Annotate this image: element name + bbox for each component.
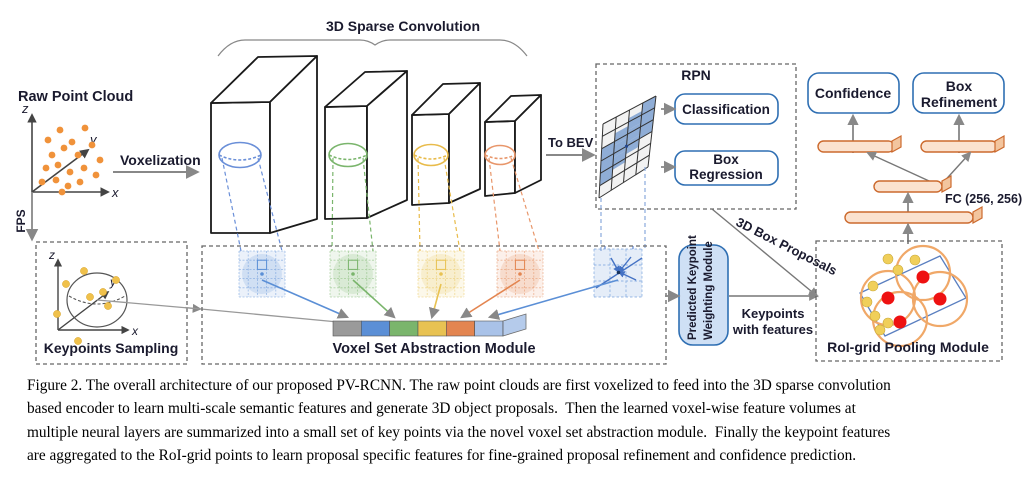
svg-text:with features: with features xyxy=(732,322,813,337)
svg-text:FC (256, 256): FC (256, 256) xyxy=(945,192,1022,206)
svg-text:Raw Point Cloud: Raw Point Cloud xyxy=(18,89,133,105)
svg-text:Box: Box xyxy=(713,152,739,167)
svg-text:Keypoints Sampling: Keypoints Sampling xyxy=(44,340,179,356)
svg-text:To BEV: To BEV xyxy=(548,135,594,150)
svg-text:RPN: RPN xyxy=(681,67,711,83)
svg-text:x: x xyxy=(111,185,119,200)
svg-text:FPS: FPS xyxy=(14,209,28,232)
svg-text:z: z xyxy=(48,248,55,262)
svg-text:Box: Box xyxy=(946,78,973,94)
svg-text:Classification: Classification xyxy=(682,102,770,117)
svg-text:Weighting Module: Weighting Module xyxy=(703,241,715,340)
svg-text:Keypoints: Keypoints xyxy=(742,306,805,321)
svg-text:Predicted Keypoint: Predicted Keypoint xyxy=(687,235,699,340)
svg-text:3D Sparse Convolution: 3D Sparse Convolution xyxy=(326,18,480,34)
svg-text:RoI-grid Pooling Module: RoI-grid Pooling Module xyxy=(827,339,989,355)
svg-text:z: z xyxy=(21,101,29,116)
svg-text:Confidence: Confidence xyxy=(815,85,891,101)
svg-text:Voxel Set Abstraction Module: Voxel Set Abstraction Module xyxy=(332,341,535,357)
svg-text:Voxelization: Voxelization xyxy=(120,152,201,168)
svg-text:x: x xyxy=(131,324,139,338)
svg-text:Refinement: Refinement xyxy=(921,94,998,110)
svg-text:Regression: Regression xyxy=(689,167,763,182)
